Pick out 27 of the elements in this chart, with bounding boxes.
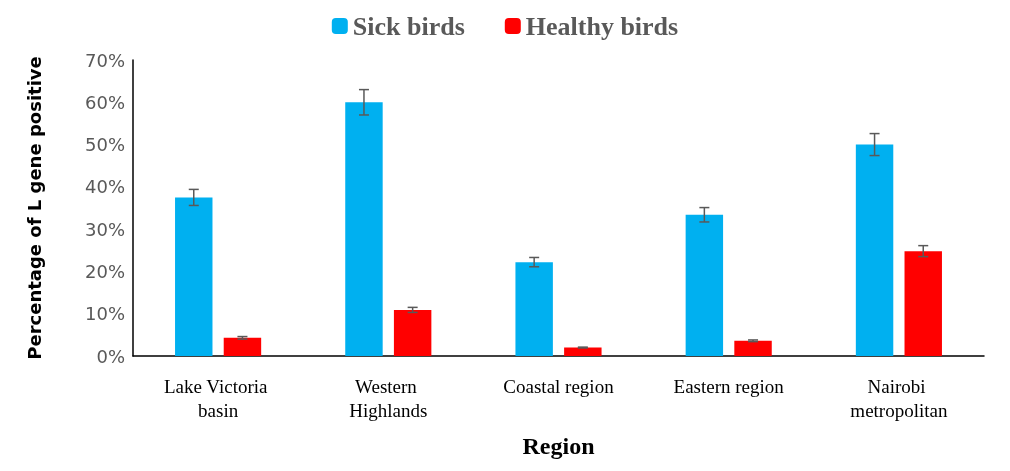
bar xyxy=(345,102,383,356)
legend-label: Sick birds xyxy=(352,11,465,41)
y-tick-label: 70% xyxy=(84,49,125,71)
bar xyxy=(904,251,942,356)
y-tick-label: 20% xyxy=(84,260,125,282)
y-tick-label: 0% xyxy=(96,345,125,367)
y-tick-label: 60% xyxy=(84,91,125,113)
x-tick-label: Nairobi metropolitan xyxy=(850,375,948,421)
x-tick-label: Lake Victoria basin xyxy=(163,375,273,421)
x-tick-label: Eastern region xyxy=(673,375,785,397)
bar xyxy=(223,337,262,356)
bar xyxy=(685,214,724,356)
x-axis-title: Region xyxy=(522,433,595,459)
bar xyxy=(734,340,772,356)
bar xyxy=(564,347,602,356)
bar xyxy=(855,144,894,356)
y-tick-label: 40% xyxy=(84,176,125,198)
y-tick-label: 50% xyxy=(84,134,125,156)
bar xyxy=(175,197,213,356)
bar xyxy=(393,309,432,356)
y-tick-label: 10% xyxy=(84,303,125,325)
legend-label: Healthy birds xyxy=(525,11,679,41)
bar xyxy=(515,262,553,356)
y-axis-title: Percentage of L gene positive xyxy=(23,56,45,360)
x-tick-label: Western Highlands xyxy=(349,375,428,421)
y-tick-label: 30% xyxy=(84,218,125,240)
x-tick-label: Coastal region xyxy=(503,375,615,397)
